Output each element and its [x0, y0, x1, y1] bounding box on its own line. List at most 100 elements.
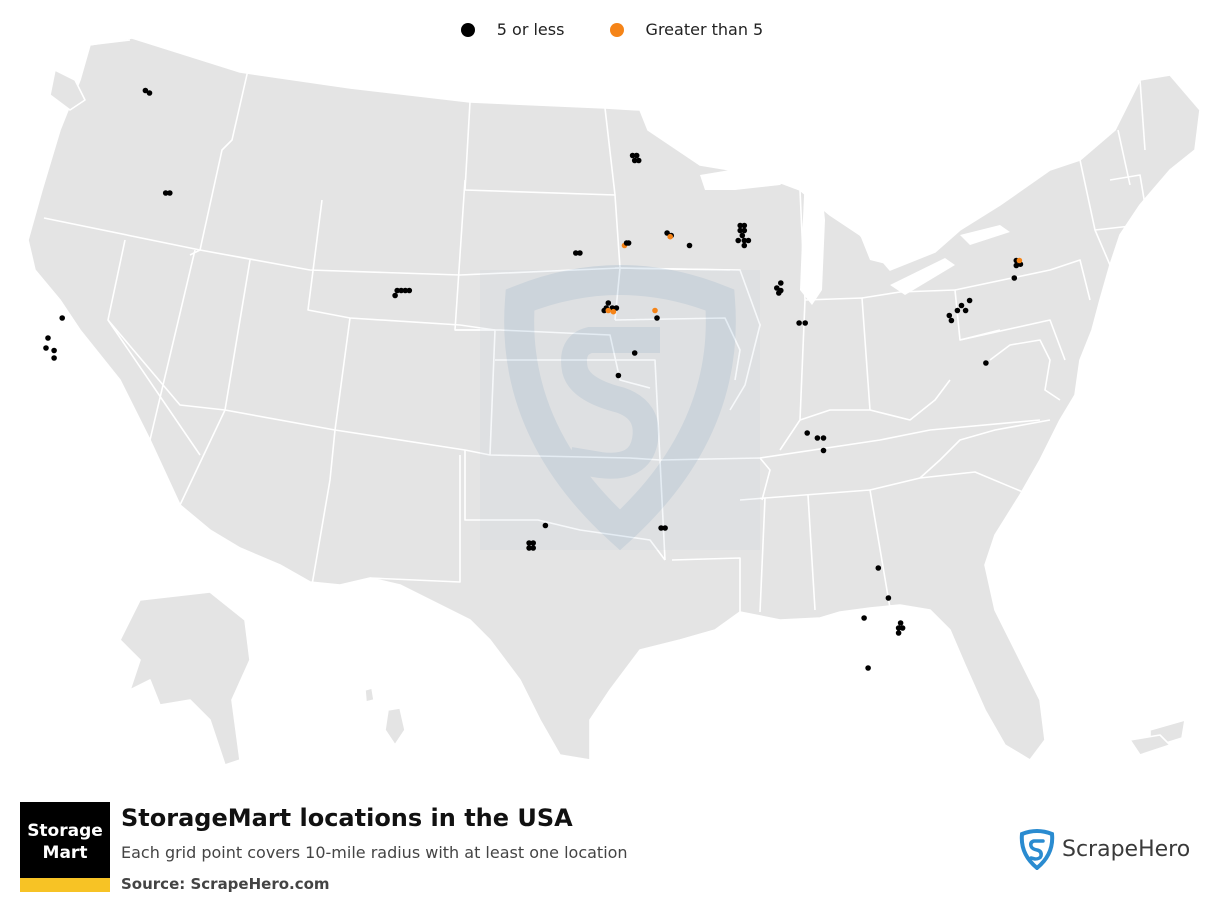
legend-label: Greater than 5: [645, 20, 764, 39]
brand-name: ScrapeHero: [1062, 836, 1191, 862]
hawaii-inset: [384, 707, 406, 746]
storagemart-logo: Storage Mart: [20, 802, 110, 892]
location-point: [737, 227, 743, 234]
location-point: [398, 287, 405, 294]
location-point: [530, 540, 536, 546]
location-point: [667, 233, 673, 240]
location-point: [774, 285, 780, 291]
location-point: [686, 242, 693, 249]
lake-erie: [890, 258, 955, 295]
location-point: [895, 625, 902, 631]
location-point: [796, 320, 802, 326]
location-point: [741, 222, 748, 229]
location-point: [631, 157, 638, 164]
location-point: [958, 302, 965, 309]
legend-label: 5 or less: [496, 20, 565, 39]
location-point: [946, 312, 953, 319]
logo-line-2: Mart: [42, 843, 88, 863]
location-point: [662, 525, 668, 531]
location-point: [983, 360, 989, 366]
location-point: [741, 227, 748, 234]
location-point: [605, 307, 612, 314]
source-text: Source: ScrapeHero.com: [121, 875, 330, 893]
location-point: [167, 190, 173, 196]
location-point: [802, 320, 808, 326]
location-point: [1016, 257, 1023, 264]
location-point: [577, 250, 583, 256]
location-point: [605, 300, 612, 306]
vancouver-island: [49, 69, 86, 111]
location-point: [51, 347, 57, 354]
location-point: [737, 222, 743, 229]
location-point: [610, 308, 617, 315]
location-point: [1011, 275, 1018, 281]
location-point: [895, 630, 902, 636]
location-point: [652, 307, 658, 314]
alaska-inset: [119, 591, 251, 766]
location-point: [885, 595, 892, 601]
location-point: [741, 242, 748, 249]
location-point: [392, 292, 398, 299]
location-point: [899, 625, 906, 631]
logo-block: Storage Mart: [20, 802, 110, 878]
location-point: [542, 522, 549, 529]
location-point: [406, 287, 413, 294]
contiguous-us-landmass: [27, 37, 1201, 761]
legend-dot-black: [460, 22, 475, 37]
location-point: [739, 232, 746, 239]
location-point: [623, 240, 630, 246]
location-point: [633, 152, 640, 159]
legend-item-greater-than-5: Greater than 5: [609, 20, 764, 39]
location-point: [635, 157, 642, 164]
page-subtitle: Each grid point covers 10-mile radius wi…: [121, 843, 628, 862]
location-point: [804, 430, 810, 436]
shield-s-icon: [1019, 829, 1055, 870]
location-points: [43, 87, 1024, 671]
location-point: [954, 307, 961, 314]
location-point: [875, 565, 882, 571]
location-point: [43, 345, 49, 351]
location-point: [865, 665, 871, 671]
location-point: [162, 190, 169, 196]
location-point: [820, 435, 827, 441]
location-point: [962, 307, 969, 314]
location-point: [631, 350, 638, 356]
lake-ontario: [960, 225, 1010, 245]
location-point: [530, 545, 536, 551]
location-point: [601, 307, 607, 314]
legend-dot-orange: [609, 22, 624, 37]
location-point: [814, 435, 821, 441]
logo-yellow-bar: [20, 878, 110, 892]
location-point: [51, 355, 57, 361]
page-title: StorageMart locations in the USA: [121, 804, 573, 832]
legend: 5 or less Greater than 5: [0, 20, 1224, 41]
land-layer: [27, 37, 1201, 766]
logo-line-1: Storage: [27, 821, 103, 841]
location-point: [394, 287, 401, 294]
location-point: [658, 525, 664, 531]
location-point: [45, 335, 51, 341]
cuba: [1129, 734, 1171, 756]
map-svg: [27, 37, 1201, 766]
us-map: [27, 37, 1201, 766]
location-point: [778, 280, 784, 286]
location-point: [142, 87, 149, 94]
location-point: [526, 545, 532, 551]
lake-huron: [850, 200, 900, 265]
legend-item-5-or-less: 5 or less: [460, 20, 565, 39]
location-point: [948, 317, 955, 324]
location-point: [897, 620, 904, 626]
watermark-shield-icon: [480, 265, 760, 551]
location-point: [526, 540, 532, 546]
location-point: [735, 237, 741, 244]
location-point: [402, 287, 409, 294]
lake-superior: [700, 165, 800, 190]
hawaii-inset-2: [364, 687, 375, 703]
location-point: [146, 90, 153, 96]
location-point: [629, 152, 636, 159]
location-point: [654, 315, 660, 321]
scrapehero-brand: ScrapeHero: [1018, 828, 1190, 870]
location-point: [745, 237, 752, 244]
location-point: [664, 230, 670, 236]
location-point: [573, 250, 579, 256]
